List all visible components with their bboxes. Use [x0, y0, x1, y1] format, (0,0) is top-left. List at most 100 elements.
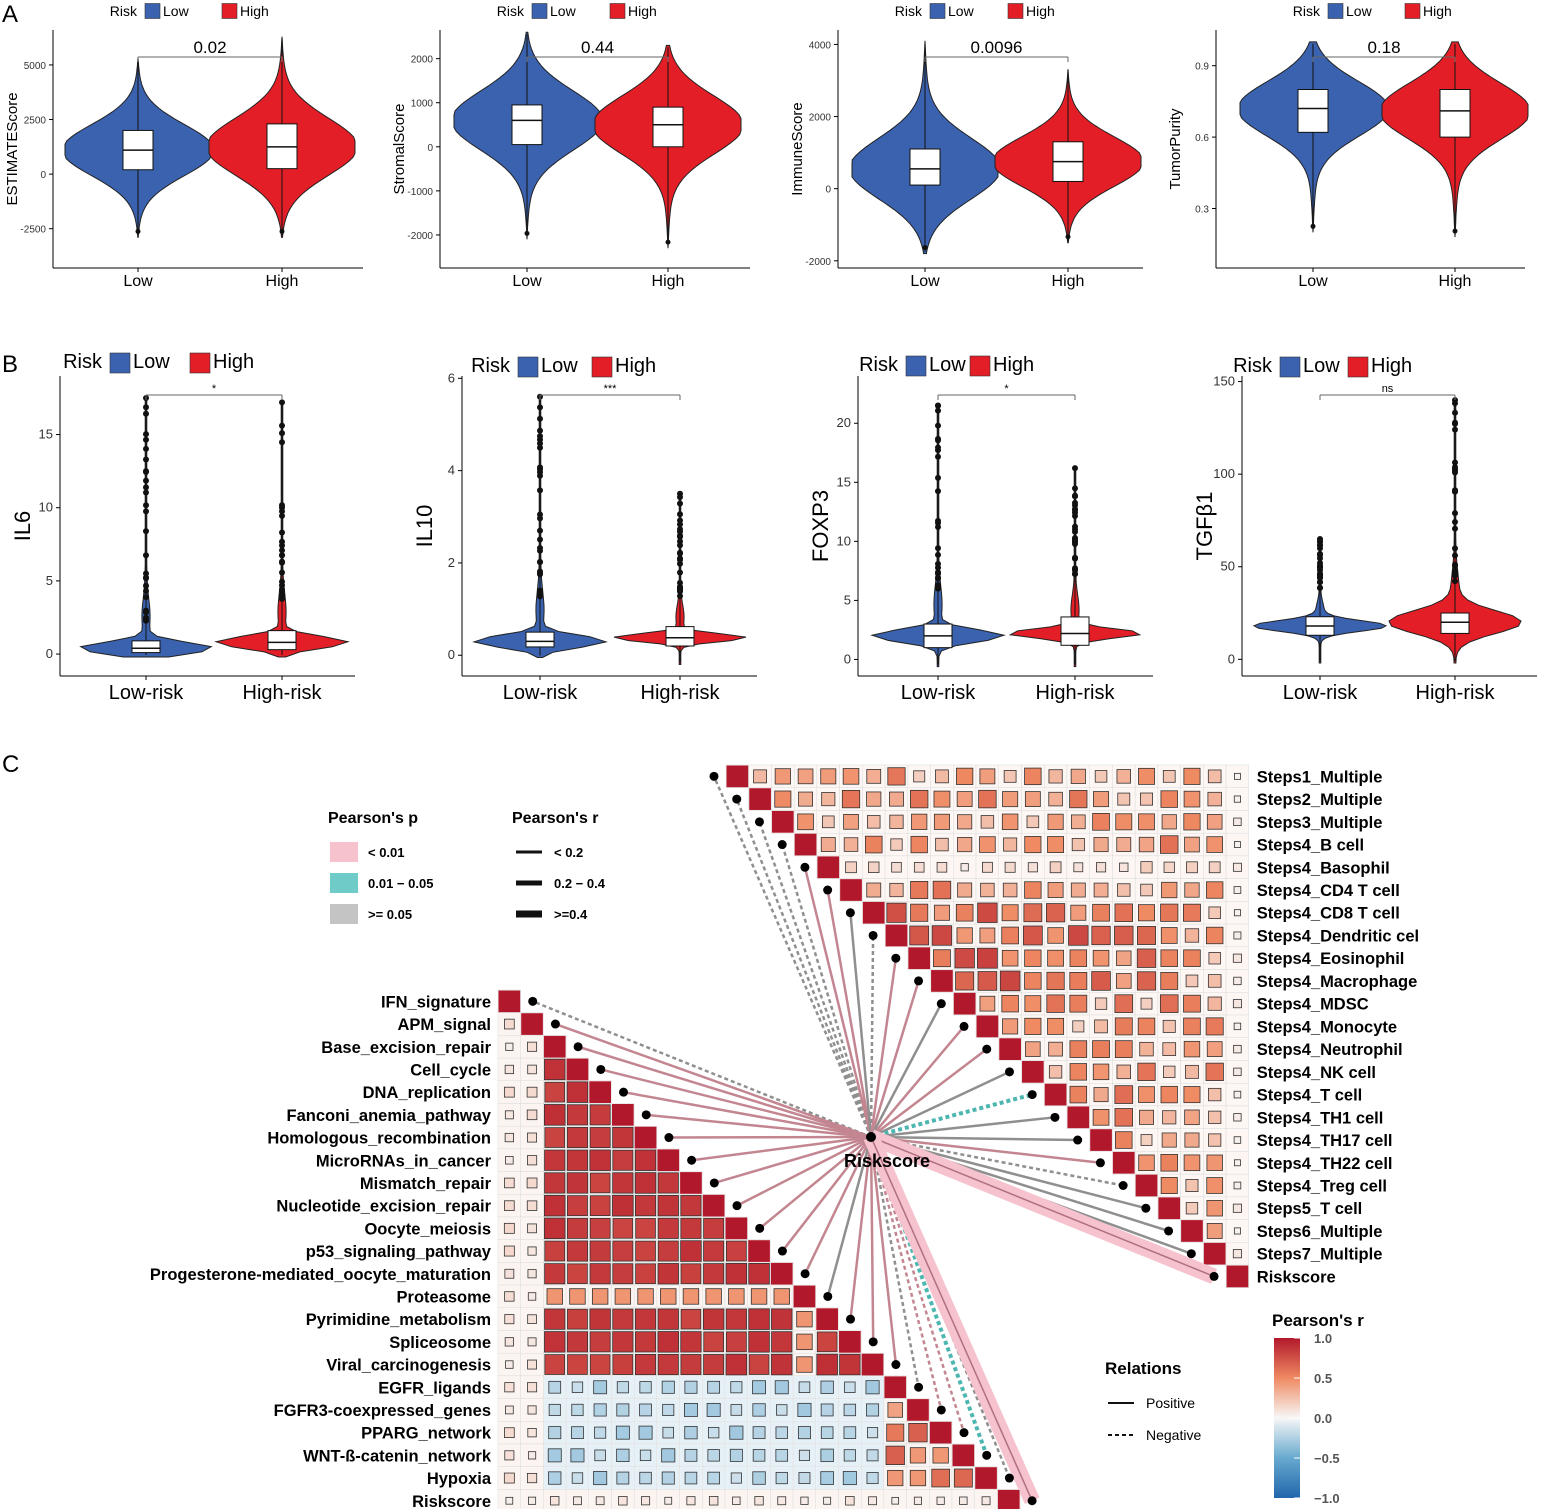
correlation-square	[1206, 1200, 1223, 1217]
correlation-square	[544, 1263, 566, 1285]
p-value-label: 0.0096	[971, 38, 1023, 57]
bottom-link	[826, 1136, 873, 1297]
correlation-square	[845, 861, 857, 874]
correlation-square	[504, 1427, 515, 1438]
correlation-square	[954, 948, 975, 969]
correlation-square	[589, 1308, 611, 1330]
correlation-square	[1070, 904, 1087, 921]
correlation-square	[773, 1288, 790, 1305]
outlier-point	[1065, 234, 1071, 240]
correlation-square	[1093, 791, 1110, 808]
bottom-link	[869, 1136, 943, 1411]
bottom-link-endpoint	[800, 1269, 810, 1279]
correlation-square	[753, 769, 768, 784]
correlation-square	[929, 1421, 952, 1444]
correlation-square	[725, 1353, 748, 1376]
correlation-square	[504, 1110, 514, 1120]
correlation-square	[1069, 1040, 1088, 1058]
correlation-square	[1114, 1108, 1133, 1127]
correlation-square	[839, 1331, 861, 1353]
bottom-link-endpoint	[959, 1428, 969, 1438]
outlier-point	[1072, 493, 1078, 500]
correlation-square	[680, 1308, 702, 1330]
correlation-square	[546, 1288, 563, 1305]
y-tick-label: 5	[46, 573, 53, 588]
correlation-square	[1163, 1065, 1176, 1079]
correlation-square	[660, 1288, 677, 1305]
legend-r-title: Pearson's r	[512, 810, 599, 827]
correlation-square	[705, 1288, 722, 1305]
correlation-square	[1184, 1132, 1200, 1148]
top-link	[869, 958, 898, 1138]
correlation-square	[1047, 813, 1064, 830]
correlation-square	[544, 1058, 566, 1081]
correlation-square	[1183, 1154, 1201, 1172]
panel-label-a: A	[2, 1, 18, 28]
correlation-square	[1093, 837, 1109, 853]
top-link	[870, 1116, 1056, 1139]
bottom-link	[803, 1136, 873, 1275]
legend-swatch-low	[109, 352, 131, 374]
correlation-square	[1092, 949, 1110, 967]
bottom-link	[600, 1068, 872, 1139]
bottom-row-label: WNT-ß-catenin_network	[303, 1447, 492, 1465]
bottom-link-endpoint	[732, 1201, 742, 1211]
hub-node	[866, 1132, 876, 1142]
outlier-point	[1452, 525, 1458, 532]
correlation-square	[548, 1471, 562, 1485]
correlation-square	[887, 1469, 904, 1487]
bottom-link-endpoint	[528, 996, 538, 1006]
correlation-square	[612, 1263, 634, 1285]
correlation-square	[612, 1240, 634, 1262]
correlation-square	[794, 833, 817, 856]
outlier-point	[677, 490, 683, 497]
correlation-square	[1002, 882, 1018, 898]
correlation-square	[503, 1472, 515, 1484]
correlation-square	[997, 1489, 1020, 1509]
correlation-square	[504, 1337, 514, 1347]
correlation-square	[662, 1426, 675, 1439]
bottom-link	[781, 1136, 872, 1252]
correlation-square	[955, 971, 975, 991]
correlation-square	[593, 1380, 608, 1395]
correlation-square	[844, 1381, 856, 1393]
correlation-square	[1048, 1041, 1063, 1057]
correlation-square	[1138, 1154, 1155, 1171]
risk-legend: Risk Low High	[471, 355, 656, 378]
correlation-square	[752, 1380, 766, 1395]
legend-label-low: Low	[948, 3, 975, 19]
box	[665, 626, 695, 647]
y-tick-label: -2500	[20, 225, 46, 236]
correlation-square	[796, 1310, 813, 1328]
bottom-link	[736, 1135, 872, 1207]
y-axis-title: TGFβ1	[1192, 492, 1217, 561]
correlation-square	[1070, 882, 1086, 898]
bottom-link-endpoint	[573, 1042, 583, 1052]
correlation-square	[889, 882, 904, 898]
correlation-square	[979, 836, 996, 853]
legend-negative-label: Negative	[1146, 1427, 1201, 1443]
legend-p-label: >= 0.05	[368, 907, 412, 922]
correlation-square	[1232, 862, 1242, 872]
correlation-square	[1206, 1041, 1223, 1057]
correlation-square	[1024, 1017, 1042, 1035]
bottom-row-label: Hypoxia	[427, 1470, 492, 1488]
correlation-square	[1094, 997, 1108, 1010]
outlier-point	[935, 437, 941, 444]
correlation-square	[1234, 841, 1241, 848]
top-link	[869, 935, 875, 1138]
correlation-square	[909, 1447, 927, 1464]
legend-swatch-high	[1404, 3, 1421, 19]
legend-swatch-high	[189, 352, 211, 374]
top-link	[849, 912, 873, 1138]
top-row-label: Steps4_TH22 cell	[1257, 1155, 1393, 1173]
correlation-square	[707, 1380, 721, 1394]
correlation-square	[725, 1263, 748, 1285]
top-row-label: Steps4_NK cell	[1257, 1064, 1376, 1082]
top-links	[712, 775, 1218, 1284]
correlation-square	[1181, 1220, 1203, 1242]
correlation-square	[527, 1382, 538, 1393]
correlation-square	[1068, 925, 1089, 946]
correlation-square	[618, 1496, 628, 1506]
